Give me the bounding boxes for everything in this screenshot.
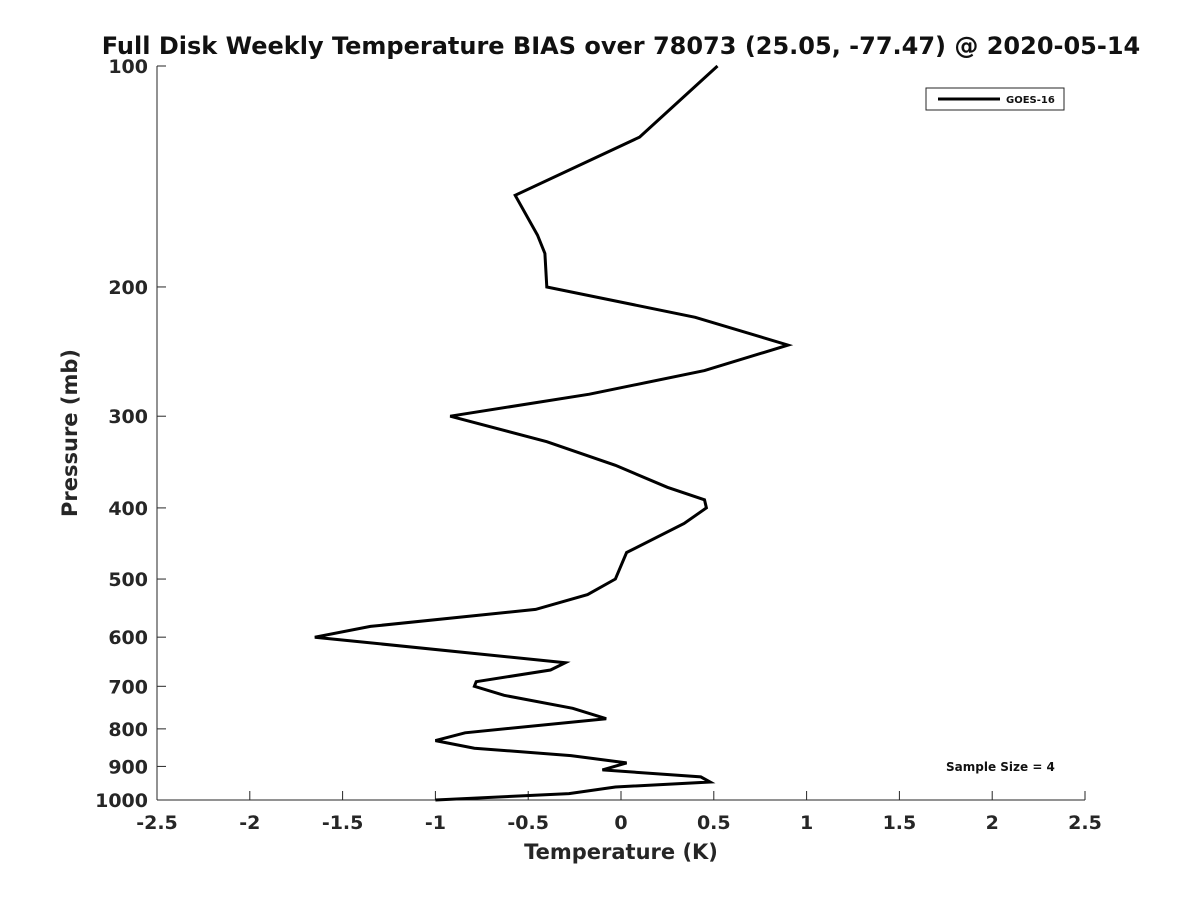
y-tick-label: 100: [108, 56, 148, 78]
x-tick-label: 1: [800, 812, 813, 834]
y-tick-label: 500: [108, 569, 148, 591]
x-tick-label: -0.5: [507, 812, 549, 834]
y-axis-label: Pressure (mb): [58, 349, 82, 517]
x-tick-label: -2: [239, 812, 260, 834]
y-tick-label: 700: [108, 676, 148, 698]
y-tick-label: 600: [108, 627, 148, 649]
x-axis-ticks: -2.5 -2 -1.5 -1 -0.5 0 0.5 1 1.5 2 2.5: [136, 791, 1102, 834]
chart-title: Full Disk Weekly Temperature BIAS over 7…: [102, 32, 1141, 60]
x-tick-label: 1.5: [883, 812, 917, 834]
y-tick-label: 200: [108, 277, 148, 299]
sample-size-annotation: Sample Size = 4: [946, 760, 1055, 774]
legend: GOES-16: [925, 87, 1065, 111]
y-tick-label: 1000: [95, 790, 148, 812]
x-tick-label: 2.5: [1068, 812, 1102, 834]
y-tick-label: 300: [108, 406, 148, 428]
x-tick-label: -1: [425, 812, 446, 834]
y-tick-label: 900: [108, 756, 148, 778]
series-line-goes-16: [314, 64, 794, 802]
y-tick-label: 800: [108, 719, 148, 741]
y-tick-label: 400: [108, 498, 148, 520]
legend-entry-label: GOES-16: [1006, 95, 1055, 106]
x-tick-label: 2: [986, 812, 999, 834]
series-layer: [314, 64, 794, 802]
x-tick-label: -1.5: [322, 812, 364, 834]
x-tick-label: 0: [614, 812, 627, 834]
y-axis-ticks: 100 200 300 400 500 600 700 800 900 1000: [95, 56, 166, 812]
x-axis-label: Temperature (K): [524, 840, 718, 864]
x-tick-label: -2.5: [136, 812, 178, 834]
x-tick-label: 0.5: [697, 812, 731, 834]
